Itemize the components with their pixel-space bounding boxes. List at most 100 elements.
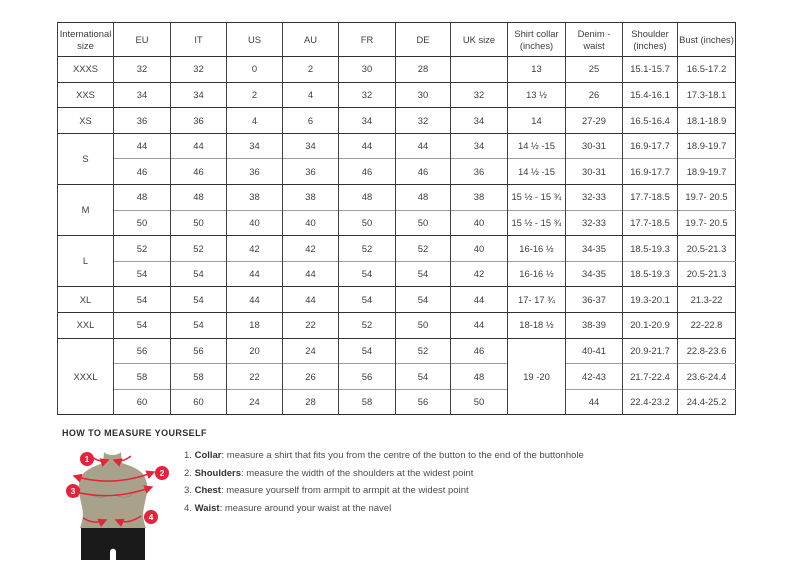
size-cell: 34-35 — [565, 235, 623, 262]
shorts-shape — [81, 528, 145, 560]
size-cell: 58 — [338, 388, 396, 415]
size-cell: 50 — [395, 209, 451, 236]
size-cell: 44 — [565, 388, 623, 415]
size-cell: 14 ½ -15 — [507, 158, 566, 185]
neck-measure-line — [112, 455, 132, 467]
size-cell: 52 — [338, 311, 396, 339]
measure-step-collar: 1. Collar: measure a shirt that fits you… — [184, 447, 584, 465]
size-cell: 60 — [113, 388, 171, 415]
size-cell: 30 — [338, 56, 396, 83]
measure-instructions: 1. Collar: measure a shirt that fits you… — [184, 447, 584, 517]
size-cell: 13 — [507, 56, 566, 83]
size-cell: 19.3-20.1 — [622, 286, 678, 313]
step-term: Collar — [194, 450, 222, 461]
size-cell: 15.1-15.7 — [622, 56, 678, 83]
size-cell: 48 — [450, 363, 508, 390]
size-cell: 4 — [226, 107, 283, 134]
column-header: UK size — [450, 22, 508, 57]
size-cell: 54 — [395, 260, 451, 287]
size-cell: 36 — [282, 158, 339, 185]
size-cell: 36 — [450, 158, 508, 185]
size-cell: 19.7- 20.5 — [677, 209, 736, 236]
size-cell: 16-16 ½ — [507, 235, 566, 262]
size-cell: 2 — [282, 56, 339, 83]
size-cell: 26 — [565, 81, 623, 108]
size-cell: 46 — [113, 158, 171, 185]
table-row: S 44 44 34 34 44 44 34 14 ½ -15 30-31 16.9-17.7 18.… — [57, 132, 736, 185]
size-cell: 46 — [170, 158, 227, 185]
size-cell: 32 — [113, 56, 171, 83]
step-term: Waist — [194, 502, 220, 514]
size-cell: 50 — [395, 311, 451, 339]
column-header: FR — [338, 22, 396, 57]
table-row: L 52 52 42 42 52 52 40 16-16 ½ 34-35 18.5-19.3 20.5… — [57, 235, 736, 287]
size-cell: 17- 17 ¾ — [507, 286, 566, 313]
size-cell: 14 — [507, 107, 566, 134]
column-header: EU — [113, 22, 171, 57]
column-header: Shirt collar (inches) — [507, 22, 566, 57]
size-cell: 16.9-17.7 — [622, 158, 678, 185]
header-row: International size EU IT US AU FR DE UK size Shi… — [57, 22, 736, 57]
size-cell: 44 — [450, 311, 508, 339]
table-row: XS 36 36 4 6 34 32 34 14 27-29 16.5-16.4 18.1-18.9 — [57, 107, 736, 134]
size-cell: 48 — [170, 183, 227, 211]
svg-text:3: 3 — [71, 486, 76, 496]
size-cell: 56 — [395, 388, 451, 415]
table-row: XXS 34 34 2 4 32 30 32 13 ½ 26 15.4-16.1 17.3-18.1 — [57, 81, 736, 108]
size-cell: 44 — [170, 132, 227, 159]
step-text: : measure around your waist at the navel — [219, 502, 392, 514]
size-cell: 58 — [113, 363, 171, 390]
size-cell: 17.3-18.1 — [677, 81, 736, 108]
size-cell: 54 — [170, 311, 227, 339]
size-cell: 18.5-19.3 — [622, 235, 678, 262]
size-cell: 54 — [395, 286, 451, 313]
size-cell: 18.9-19.7 — [677, 132, 736, 159]
size-cell: 52 — [113, 235, 171, 262]
column-header: Shoulder (inches) — [622, 22, 678, 57]
size-cell: 56 — [170, 337, 227, 364]
size-cell: XS — [57, 107, 114, 134]
size-cell: 17.7-18.5 — [622, 183, 678, 211]
size-cell: 44 — [395, 132, 451, 159]
size-cell: S — [57, 132, 114, 185]
size-cell: 60 — [170, 388, 227, 415]
size-cell: 6 — [282, 107, 339, 134]
chest-measure-line — [70, 485, 154, 498]
size-cell: 56 — [338, 363, 396, 390]
size-cell: 18.5-19.3 — [622, 260, 678, 287]
size-cell: 24 — [282, 337, 339, 364]
size-cell: 54 — [338, 260, 396, 287]
size-cell: 32 — [395, 107, 451, 134]
column-header: DE — [395, 22, 451, 57]
size-cell: 46 — [338, 158, 396, 185]
column-header: Denim - waist — [565, 22, 623, 57]
step-term: Chest — [194, 485, 221, 497]
size-cell: 44 — [282, 286, 339, 313]
size-cell: 54 — [113, 311, 171, 339]
size-cell: 19 -20 — [507, 337, 566, 415]
size-cell: 56 — [113, 337, 171, 364]
size-cell: 20 — [226, 337, 283, 364]
size-cell: 46 — [395, 158, 451, 185]
waist-measure-line — [114, 515, 142, 528]
marker-badge-collar: 1 — [80, 452, 94, 466]
size-cell: XXS — [57, 81, 114, 108]
size-cell: 48 — [395, 183, 451, 211]
size-cell: 4 — [282, 81, 339, 108]
size-cell: 16.5-17.2 — [677, 56, 736, 83]
size-cell: 44 — [282, 260, 339, 287]
size-cell: XXXL — [57, 337, 114, 415]
size-cell: 36 — [226, 158, 283, 185]
size-cell: XXL — [57, 311, 114, 339]
size-cell: 44 — [450, 286, 508, 313]
size-cell: 20.5-21.3 — [677, 235, 736, 262]
column-header: IT — [170, 22, 227, 57]
measure-section-title: HOW TO MEASURE YOURSELF — [62, 428, 207, 438]
size-table: International size EU IT US AU FR DE UK size Shi… — [57, 22, 736, 416]
step-number: 3. — [184, 485, 192, 497]
size-cell: 20.1-20.9 — [622, 311, 678, 339]
size-cell: 52 — [395, 337, 451, 364]
size-cell: 40 — [282, 209, 339, 236]
size-cell: 21.3-22 — [677, 286, 736, 313]
